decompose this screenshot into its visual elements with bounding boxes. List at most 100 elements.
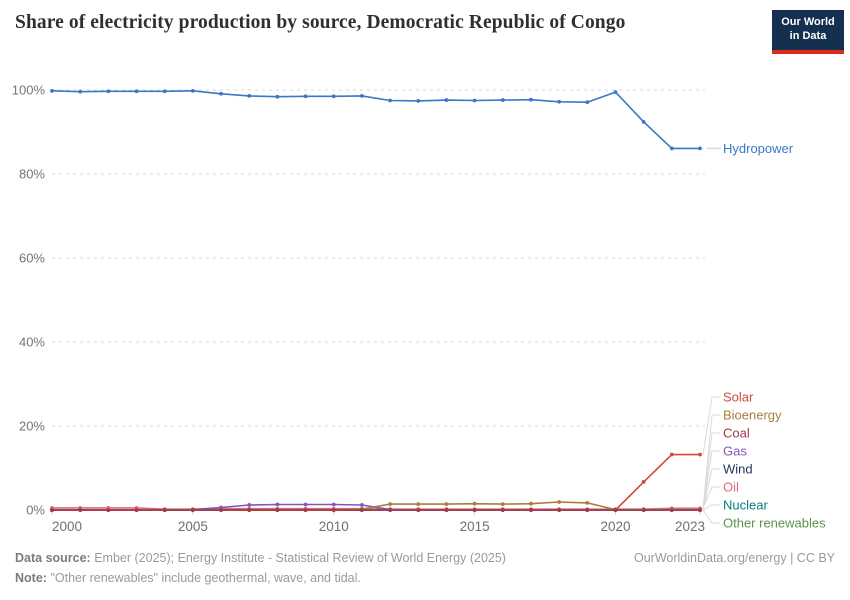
series-dot — [585, 508, 590, 512]
series-dot — [303, 94, 308, 99]
data-source-line: Data source: Ember (2025); Energy Instit… — [15, 548, 835, 568]
label-connector — [702, 432, 720, 511]
series-dot — [331, 94, 336, 99]
series-dot — [275, 94, 280, 99]
series-dot — [472, 98, 477, 103]
series-dot — [416, 502, 421, 507]
series-dot — [275, 502, 280, 507]
series-dot — [698, 508, 702, 512]
y-tick-label-20: 20% — [19, 419, 45, 434]
series-dot — [360, 503, 364, 507]
series-dot — [557, 508, 562, 512]
series-dot — [360, 93, 364, 98]
series-dot — [500, 98, 505, 102]
series-dot — [106, 508, 111, 512]
label-connector — [702, 509, 720, 524]
series-dot — [303, 502, 308, 507]
series-dot — [669, 146, 674, 151]
series-dot — [472, 501, 477, 506]
series-dot — [529, 501, 533, 506]
series-dot — [641, 120, 646, 124]
chart-footer: Data source: Ember (2025); Energy Instit… — [15, 548, 835, 588]
series-dot — [162, 508, 167, 512]
label-connector — [702, 468, 720, 511]
series-dot — [106, 89, 111, 94]
x-tick-label-2023: 2023 — [675, 519, 705, 534]
owid-logo[interactable]: Our World in Data — [772, 10, 844, 54]
series-line — [51, 453, 701, 511]
series-dot — [247, 93, 252, 98]
entity-label-wind[interactable]: Wind — [723, 462, 753, 477]
series-solar[interactable] — [50, 452, 702, 512]
entity-label-gas[interactable]: Gas — [723, 444, 747, 459]
label-connector — [702, 396, 720, 455]
series-dot — [219, 508, 223, 512]
owid-logo-line1: Our World — [781, 16, 835, 29]
series-dot — [190, 88, 195, 93]
x-tick-label-2000: 2000 — [52, 519, 82, 534]
series-dot — [500, 502, 505, 507]
series-dot — [162, 89, 167, 94]
owid-url-license[interactable]: OurWorldinData.org/energy | CC BY — [633, 551, 835, 565]
entity-label-coal[interactable]: Coal — [723, 426, 750, 441]
series-dot — [78, 89, 83, 94]
entity-label-other-renewables[interactable]: Other renewables — [723, 516, 826, 531]
series-dot — [500, 508, 505, 512]
entity-label-oil[interactable]: Oil — [723, 480, 739, 495]
series-line — [51, 90, 701, 150]
data-source-label: Data source: — [15, 551, 91, 565]
series-dot — [219, 91, 223, 96]
series-dot — [557, 99, 562, 104]
series-dot — [303, 508, 308, 512]
series-dot — [134, 89, 139, 94]
entity-label-solar[interactable]: Solar — [723, 390, 754, 405]
series-dot — [388, 508, 392, 512]
y-tick-label-60: 60% — [19, 251, 45, 266]
entity-label-bioenergy[interactable]: Bioenergy — [723, 408, 782, 423]
series-dot — [50, 508, 54, 512]
series-dot — [416, 508, 421, 512]
note-label: Note: — [15, 571, 47, 585]
series-dot — [331, 502, 336, 507]
series-dot — [585, 500, 590, 505]
series-dot — [134, 508, 139, 512]
series-hydropower[interactable] — [50, 88, 702, 151]
series-dot — [388, 502, 392, 507]
series-dot — [416, 99, 421, 103]
series-dot — [613, 90, 618, 94]
series-coal[interactable] — [50, 508, 702, 512]
series-dot — [698, 452, 702, 457]
x-tick-label-2020: 2020 — [600, 519, 630, 534]
entity-label-hydropower[interactable]: Hydropower — [723, 141, 794, 156]
series-dot — [275, 508, 280, 512]
label-connector — [702, 414, 720, 510]
series-dot — [247, 508, 252, 512]
series-dot — [613, 508, 618, 512]
series-dot — [78, 508, 83, 512]
series-dot — [50, 88, 54, 93]
entity-label-nuclear[interactable]: Nuclear — [723, 498, 768, 513]
note-line: Note: "Other renewables" include geother… — [15, 568, 835, 588]
label-connector — [702, 486, 720, 509]
page-title: Share of electricity production by sourc… — [15, 12, 626, 33]
series-dot — [557, 500, 562, 504]
series-dot — [444, 502, 449, 507]
x-tick-label-2015: 2015 — [460, 519, 490, 534]
series-dot — [444, 508, 449, 512]
owid-logo-line2: in Data — [789, 30, 827, 42]
series-dot — [669, 508, 674, 512]
series-dot — [190, 508, 195, 512]
series-dot — [698, 146, 702, 151]
y-tick-label-0: 0% — [26, 503, 45, 518]
y-tick-label-80: 80% — [19, 167, 45, 182]
x-tick-label-2010: 2010 — [319, 519, 349, 534]
label-connector — [702, 450, 720, 511]
series-dot — [444, 98, 449, 102]
series-dot — [388, 98, 392, 103]
data-source-text: Ember (2025); Energy Institute - Statist… — [94, 551, 506, 565]
series-dot — [331, 508, 336, 512]
series-dot — [247, 503, 252, 507]
series-dot — [585, 100, 590, 105]
